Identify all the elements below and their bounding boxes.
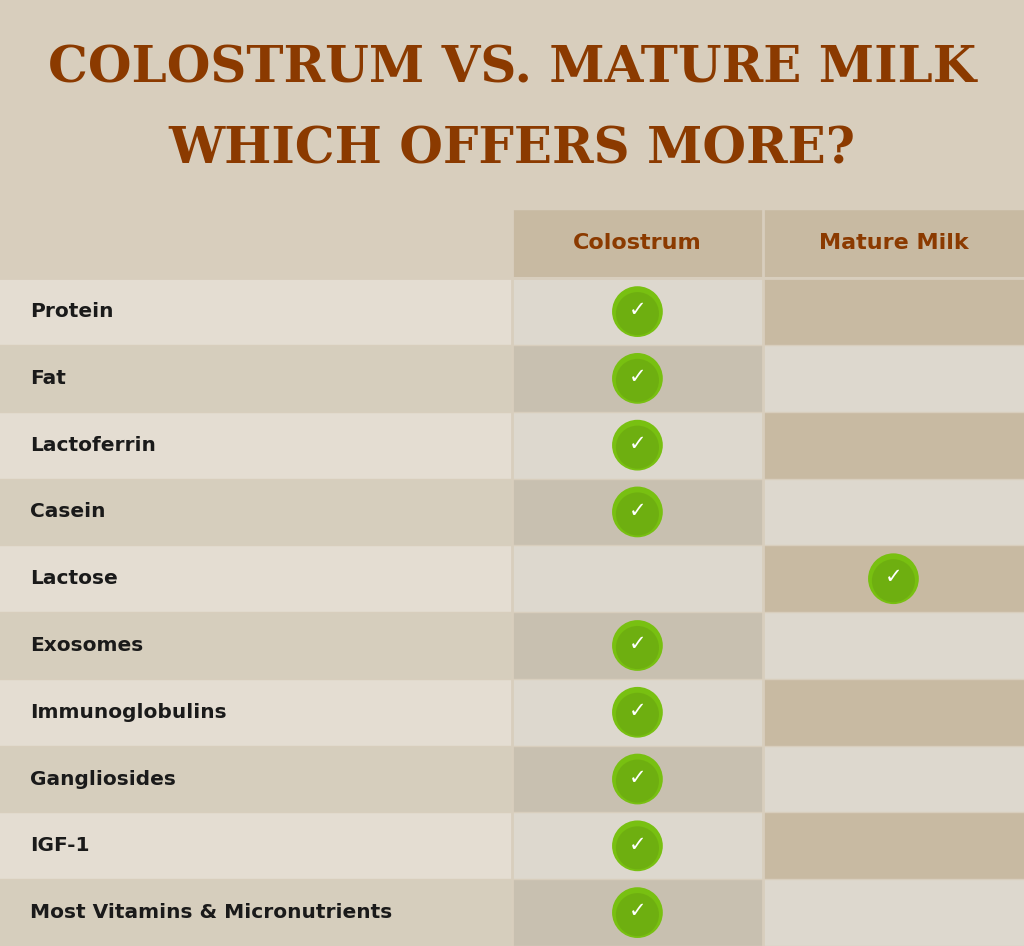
FancyBboxPatch shape [763, 545, 1024, 612]
FancyBboxPatch shape [763, 479, 1024, 545]
Circle shape [612, 887, 663, 938]
FancyBboxPatch shape [0, 479, 512, 545]
FancyBboxPatch shape [0, 208, 512, 278]
Circle shape [615, 359, 659, 402]
FancyBboxPatch shape [512, 612, 763, 679]
FancyBboxPatch shape [512, 208, 763, 278]
Text: ✓: ✓ [629, 634, 646, 655]
FancyBboxPatch shape [512, 278, 763, 345]
Text: ✓: ✓ [629, 367, 646, 387]
FancyBboxPatch shape [763, 345, 1024, 412]
Text: Colostrum: Colostrum [573, 233, 701, 254]
FancyBboxPatch shape [512, 679, 763, 745]
Circle shape [615, 893, 659, 937]
FancyBboxPatch shape [0, 412, 512, 479]
Text: ✓: ✓ [629, 768, 646, 788]
Circle shape [612, 420, 663, 470]
Text: Exosomes: Exosomes [30, 636, 143, 655]
FancyBboxPatch shape [0, 813, 512, 879]
Text: ✓: ✓ [629, 834, 646, 854]
Text: Casein: Casein [30, 502, 105, 521]
Circle shape [615, 426, 659, 469]
Circle shape [612, 687, 663, 738]
FancyBboxPatch shape [0, 879, 512, 946]
FancyBboxPatch shape [0, 208, 1024, 946]
Text: COLOSTRUM VS. MATURE MILK: COLOSTRUM VS. MATURE MILK [48, 44, 976, 93]
Circle shape [615, 692, 659, 736]
Text: Most Vitamins & Micronutrients: Most Vitamins & Micronutrients [30, 903, 392, 922]
Text: Gangliosides: Gangliosides [30, 769, 176, 789]
FancyBboxPatch shape [763, 278, 1024, 345]
Text: ✓: ✓ [629, 500, 646, 520]
Circle shape [615, 626, 659, 669]
Circle shape [612, 621, 663, 671]
Circle shape [612, 287, 663, 337]
Text: ✓: ✓ [629, 902, 646, 921]
FancyBboxPatch shape [763, 813, 1024, 879]
FancyBboxPatch shape [0, 679, 512, 745]
FancyBboxPatch shape [512, 879, 763, 946]
FancyBboxPatch shape [512, 813, 763, 879]
FancyBboxPatch shape [0, 278, 512, 345]
Circle shape [612, 820, 663, 871]
Circle shape [868, 553, 919, 604]
Text: ✓: ✓ [629, 701, 646, 721]
FancyBboxPatch shape [763, 745, 1024, 813]
Circle shape [615, 292, 659, 335]
FancyBboxPatch shape [0, 612, 512, 679]
Circle shape [871, 559, 915, 603]
FancyBboxPatch shape [0, 345, 512, 412]
FancyBboxPatch shape [512, 412, 763, 479]
Circle shape [612, 754, 663, 804]
Text: ✓: ✓ [629, 300, 646, 321]
Text: Fat: Fat [30, 369, 66, 388]
Circle shape [615, 760, 659, 802]
FancyBboxPatch shape [512, 545, 763, 612]
FancyBboxPatch shape [512, 745, 763, 813]
Text: ✓: ✓ [629, 434, 646, 454]
Circle shape [612, 486, 663, 537]
Text: Immunoglobulins: Immunoglobulins [30, 703, 226, 722]
FancyBboxPatch shape [763, 679, 1024, 745]
Text: IGF-1: IGF-1 [30, 836, 89, 855]
Circle shape [612, 353, 663, 404]
Text: WHICH OFFERS MORE?: WHICH OFFERS MORE? [169, 126, 855, 174]
FancyBboxPatch shape [0, 745, 512, 813]
FancyBboxPatch shape [0, 545, 512, 612]
Circle shape [615, 493, 659, 535]
Text: Protein: Protein [30, 302, 114, 321]
FancyBboxPatch shape [763, 612, 1024, 679]
FancyBboxPatch shape [763, 412, 1024, 479]
FancyBboxPatch shape [763, 879, 1024, 946]
Text: Lactoferrin: Lactoferrin [30, 436, 156, 455]
FancyBboxPatch shape [512, 479, 763, 545]
Text: Lactose: Lactose [30, 569, 118, 588]
FancyBboxPatch shape [0, 0, 1024, 208]
Circle shape [615, 826, 659, 869]
Text: ✓: ✓ [885, 568, 902, 587]
FancyBboxPatch shape [763, 208, 1024, 278]
Text: Mature Milk: Mature Milk [818, 233, 969, 254]
FancyBboxPatch shape [512, 345, 763, 412]
